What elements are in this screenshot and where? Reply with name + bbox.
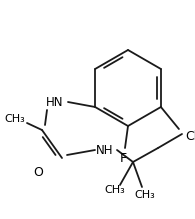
Text: O: O (33, 166, 43, 178)
Text: CH₃: CH₃ (135, 190, 155, 200)
Text: CH₃: CH₃ (5, 114, 25, 124)
Text: NH: NH (96, 143, 114, 157)
Text: Cl: Cl (185, 131, 195, 143)
Text: HN: HN (46, 95, 64, 108)
Text: F: F (119, 152, 127, 166)
Text: CH₃: CH₃ (105, 185, 125, 195)
